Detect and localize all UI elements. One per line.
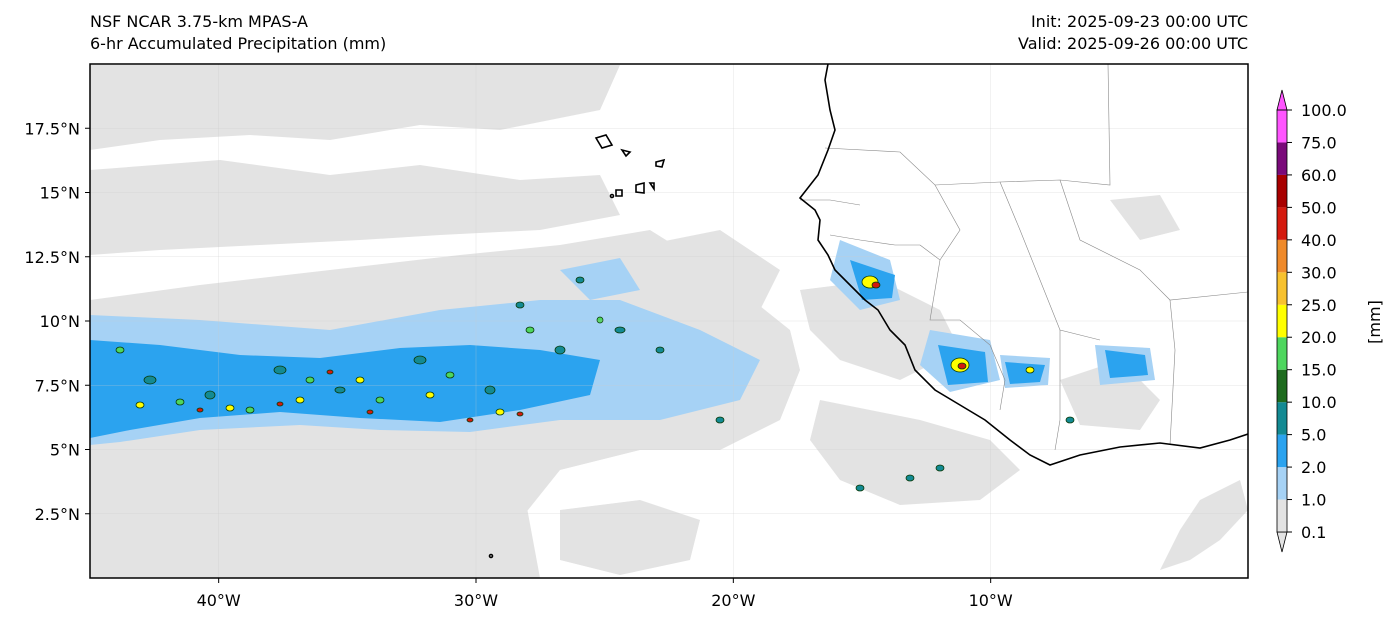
colorbar-tick-label: 50.0: [1301, 198, 1337, 217]
colorbar-tick-label: 10.0: [1301, 393, 1337, 412]
lat-tick-label: 2.5°N: [35, 505, 80, 524]
colorbar-segment: [1277, 402, 1287, 435]
colorbar-tick-label: 60.0: [1301, 166, 1337, 185]
colorbar-segment: [1277, 369, 1287, 403]
lon-tick-label: 20°W: [711, 591, 755, 610]
colorbar-extend-low: [1276, 531, 1288, 553]
title-right: Init: 2025-09-23 00:00 UTC Valid: 2025-0…: [1018, 11, 1248, 55]
colorbar-segment: [1277, 239, 1287, 273]
colorbar-tick-label: 25.0: [1301, 296, 1337, 315]
colorbar-segment: [1277, 142, 1287, 175]
colorbar-tick-label: 20.0: [1301, 328, 1337, 347]
field-title: 6-hr Accumulated Precipitation (mm): [90, 34, 387, 53]
longitude-tick-labels: 40°W 30°W 20°W 10°W: [197, 578, 1013, 610]
colorbar-extend-high: [1276, 89, 1288, 111]
lat-tick-label: 12.5°N: [24, 248, 80, 267]
lat-tick-label: 5°N: [50, 441, 80, 460]
lon-tick-label: 40°W: [197, 591, 241, 610]
gridlines: [90, 64, 1248, 578]
colorbar-tick-label: 0.1: [1301, 523, 1326, 542]
colorbar-tick-label: 2.0: [1301, 458, 1326, 477]
colorbar-segment: [1277, 207, 1287, 240]
map-panel: [90, 64, 1248, 578]
lat-tick-label: 15°N: [40, 184, 80, 203]
colorbar-tick-label: 1.0: [1301, 491, 1326, 510]
lat-tick-label: 10°N: [40, 312, 80, 331]
colorbar-segment: [1277, 467, 1287, 500]
colorbar-segment: [1277, 272, 1287, 305]
colorbar-segment: [1277, 499, 1287, 532]
colorbar-tick-label: 75.0: [1301, 133, 1337, 152]
colorbar-segment: [1277, 304, 1287, 338]
valid-time: Valid: 2025-09-26 00:00 UTC: [1017, 34, 1248, 53]
colorbar-label: [mm]: [1365, 300, 1384, 344]
colorbar-tick-label: 15.0: [1301, 361, 1337, 380]
colorbar-segment: [1277, 434, 1287, 468]
lat-tick-label: 17.5°N: [24, 119, 80, 138]
country-borders: [800, 64, 1248, 451]
model-title: NSF NCAR 3.75-km MPAS-A: [90, 12, 308, 31]
coastline: [488, 64, 1248, 559]
colorbar-segment: [1277, 174, 1287, 208]
lon-tick-label: 10°W: [969, 591, 1013, 610]
colorbar: 0.1 1.0 2.0 5.0 10.0 15.0 20.0 25.0 30.0 40.0 50.0…: [1276, 89, 1347, 553]
colorbar-tick-label: 100.0: [1301, 101, 1347, 120]
colorbar-segment: [1277, 337, 1287, 370]
colorbar-segment: [1277, 110, 1287, 143]
lat-tick-label: 7.5°N: [35, 376, 80, 395]
convective-cells: [115, 275, 1075, 492]
colorbar-tick-label: 30.0: [1301, 263, 1337, 282]
lon-tick-label: 30°W: [454, 591, 498, 610]
colorbar-tick-label: 40.0: [1301, 231, 1337, 250]
latitude-tick-labels: 2.5°N 5°N 7.5°N 10°N 12.5°N 15°N 17.5°N: [24, 119, 90, 524]
colorbar-tick-label: 5.0: [1301, 426, 1326, 445]
title-left: NSF NCAR 3.75-km MPAS-A 6-hr Accumulated…: [90, 11, 386, 55]
init-time: Init: 2025-09-23 00:00 UTC: [1030, 12, 1248, 31]
colorbar-frame: [1276, 109, 1288, 533]
